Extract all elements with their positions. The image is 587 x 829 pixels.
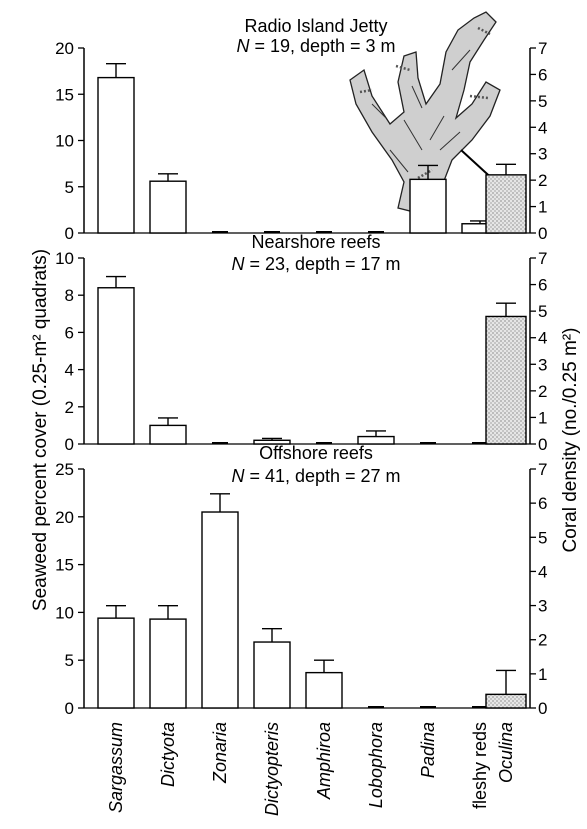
right-tick-label: 6 (538, 65, 547, 84)
right-tick-label: 0 (538, 435, 547, 454)
coral-colony-illustration-icon (349, 11, 501, 213)
right-tick-label: 7 (538, 249, 547, 268)
right-tick-label: 7 (538, 460, 547, 479)
left-tick-label: 0 (65, 699, 74, 718)
right-tick-label: 1 (538, 408, 547, 427)
bar-zonaria (201, 511, 239, 709)
left-tick-label: 25 (55, 460, 74, 479)
left-tick-label: 6 (65, 323, 74, 342)
right-tick-label: 1 (538, 198, 547, 217)
panel-subtitle: N = 19, depth = 3 m (236, 36, 395, 56)
right-tick-label: 2 (538, 171, 547, 190)
right-tick-label: 6 (538, 276, 547, 295)
right-tick-label: 4 (538, 562, 547, 581)
panel-subtitle-n: N (231, 466, 245, 486)
right-tick-label: 3 (538, 145, 547, 164)
left-tick-label: 20 (55, 39, 74, 58)
left-tick-label: 5 (65, 178, 74, 197)
right-tick-label: 0 (538, 699, 547, 718)
x-tick-label-dictyota: Dictyota (158, 722, 178, 787)
x-tick-label-amphiroa: Amphiroa (314, 722, 334, 800)
x-tick-label-dictyopteris: Dictyopteris (262, 722, 282, 816)
bar-sargassum (97, 76, 135, 234)
left-tick-label: 0 (65, 224, 74, 243)
bar-oculina (485, 315, 527, 445)
bar-oculina (485, 693, 527, 709)
right-tick-label: 6 (538, 494, 547, 513)
panel-subtitle-rest: = 19, depth = 3 m (249, 36, 395, 56)
panel-subtitle-rest: = 23, depth = 17 m (244, 254, 400, 274)
left-tick-label: 10 (55, 603, 74, 622)
left-tick-label: 10 (55, 249, 74, 268)
right-tick-label: 2 (538, 631, 547, 650)
left-tick-label: 8 (65, 286, 74, 305)
left-tick-label: 5 (65, 651, 74, 670)
x-tick-label-padina: Padina (418, 722, 438, 778)
bar-sargassum (97, 287, 135, 445)
right-tick-label: 3 (538, 597, 547, 616)
x-tick-label-oculina: Oculina (496, 722, 516, 783)
bar-dictyopteris (253, 641, 291, 709)
right-tick-label: 7 (538, 39, 547, 58)
x-tick-label-sargassum: Sargassum (106, 722, 126, 813)
right-tick-label: 5 (538, 528, 547, 547)
bar-dictyota (149, 180, 187, 234)
panel-subtitle-n: N (231, 254, 245, 274)
bar-dictyota (149, 424, 187, 445)
x-tick-label-lobophora: Lobophora (366, 722, 386, 808)
left-tick-label: 15 (55, 556, 74, 575)
x-tick-label-zonaria: Zonaria (210, 722, 230, 784)
x-tick-label-fleshy-reds: fleshy reds (470, 722, 490, 809)
panel-title: Offshore reefs (259, 443, 373, 463)
bar-padina (409, 178, 447, 234)
left-tick-label: 15 (55, 85, 74, 104)
right-tick-label: 3 (538, 355, 547, 374)
right-tick-label: 4 (538, 329, 547, 348)
panel-subtitle: N = 23, depth = 17 m (231, 254, 400, 274)
left-tick-label: 2 (65, 398, 74, 417)
left-tick-label: 0 (65, 435, 74, 454)
right-y-axis-label: Coral density (no./0.25 m²) (560, 328, 581, 553)
right-tick-label: 5 (538, 92, 547, 111)
right-tick-label: 1 (538, 665, 547, 684)
panel-title: Radio Island Jetty (244, 16, 387, 36)
bar-oculina (485, 174, 527, 234)
right-tick-label: 4 (538, 118, 547, 137)
panel-subtitle-rest: = 41, depth = 27 m (244, 466, 400, 486)
right-tick-label: 2 (538, 382, 547, 401)
left-tick-label: 10 (55, 132, 74, 151)
panel-subtitle: N = 41, depth = 27 m (231, 466, 400, 486)
bar-dictyota (149, 618, 187, 709)
bar-sargassum (97, 617, 135, 709)
left-tick-label: 20 (55, 508, 74, 527)
bar-amphiroa (305, 671, 343, 709)
panel-subtitle-n: N (236, 36, 250, 56)
panel-title: Nearshore reefs (251, 232, 380, 252)
left-tick-label: 4 (65, 361, 74, 380)
left-y-axis-label: Seaweed percent cover (0.25-m² quadrats) (30, 249, 51, 611)
right-tick-label: 5 (538, 302, 547, 321)
right-tick-label: 0 (538, 224, 547, 243)
